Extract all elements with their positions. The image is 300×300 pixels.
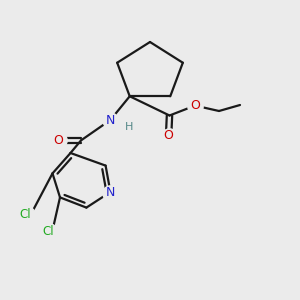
- Text: O: O: [190, 99, 200, 112]
- Text: O: O: [164, 129, 173, 142]
- Text: Cl: Cl: [20, 208, 31, 221]
- Text: H: H: [125, 122, 133, 132]
- Text: Cl: Cl: [42, 225, 54, 238]
- Text: N: N: [106, 186, 115, 199]
- Text: O: O: [54, 134, 63, 147]
- Text: N: N: [106, 113, 115, 127]
